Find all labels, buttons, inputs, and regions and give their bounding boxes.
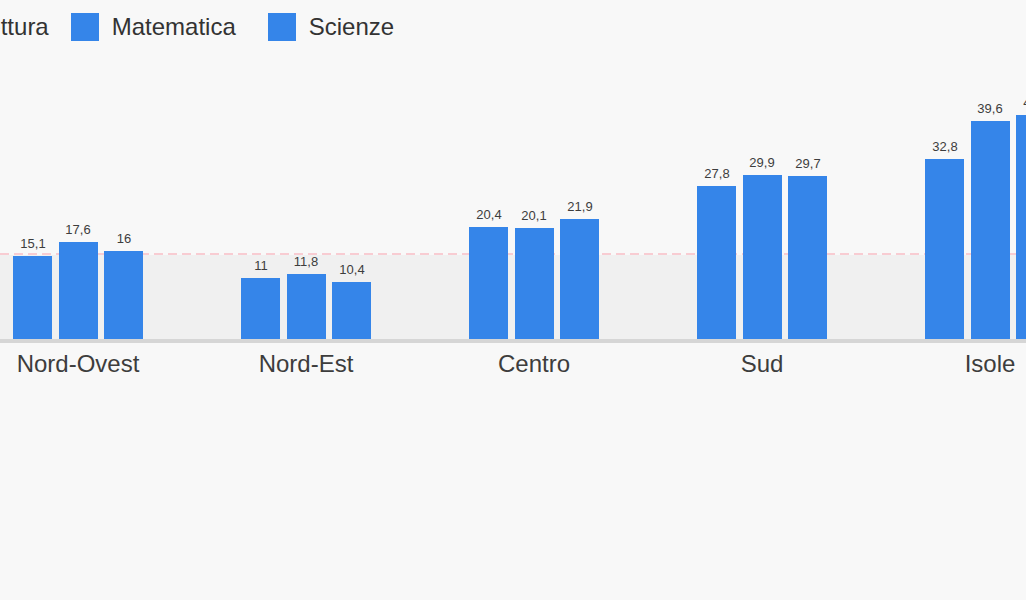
- shaded-band-below-reference: [0, 255, 1026, 339]
- bar-lettura-nord-est[interactable]: [241, 278, 280, 339]
- bar-value-label: 10,4: [317, 262, 387, 277]
- bar-scienze-centro[interactable]: [560, 219, 599, 339]
- bar-lettura-isole[interactable]: [925, 159, 964, 339]
- bar-value-label: 21,9: [545, 199, 615, 214]
- x-axis-baseline: [0, 339, 1026, 343]
- bar-matematica-centro[interactable]: [515, 228, 554, 339]
- bar-lettura-centro[interactable]: [469, 227, 508, 339]
- category-label-sud: Sud: [662, 350, 862, 377]
- bar-value-label: 32,8: [910, 139, 980, 154]
- category-label-nord-ovest: Nord-Ovest: [0, 350, 178, 377]
- bar-lettura-sud[interactable]: [697, 186, 736, 339]
- bar-matematica-nord-est[interactable]: [287, 274, 326, 339]
- category-label-nord-est: Nord-Est: [206, 350, 406, 377]
- bar-scienze-isole[interactable]: [1016, 115, 1026, 339]
- category-label-isole: Isole: [890, 350, 1026, 377]
- bar-scienze-nord-est[interactable]: [332, 282, 371, 339]
- bar-lettura-nord-ovest[interactable]: [13, 256, 52, 339]
- bar-matematica-nord-ovest[interactable]: [59, 242, 98, 339]
- reference-dashed-line: [0, 253, 1026, 255]
- chart-canvas: Lettura Matematica Scienze 15,117,616Nor…: [0, 0, 1026, 600]
- plot-area: 15,117,616Nord-Ovest1111,810,4Nord-Est20…: [0, 0, 1026, 600]
- bar-value-label: 29,7: [773, 156, 843, 171]
- category-label-centro: Centro: [434, 350, 634, 377]
- bar-matematica-sud[interactable]: [743, 175, 782, 339]
- bar-scienze-sud[interactable]: [788, 176, 827, 339]
- bar-value-label: 15,1: [0, 236, 68, 251]
- bar-value-label: 16: [89, 231, 159, 246]
- bar-scienze-nord-ovest[interactable]: [104, 251, 143, 339]
- bar-value-label: 40,8: [1001, 95, 1026, 110]
